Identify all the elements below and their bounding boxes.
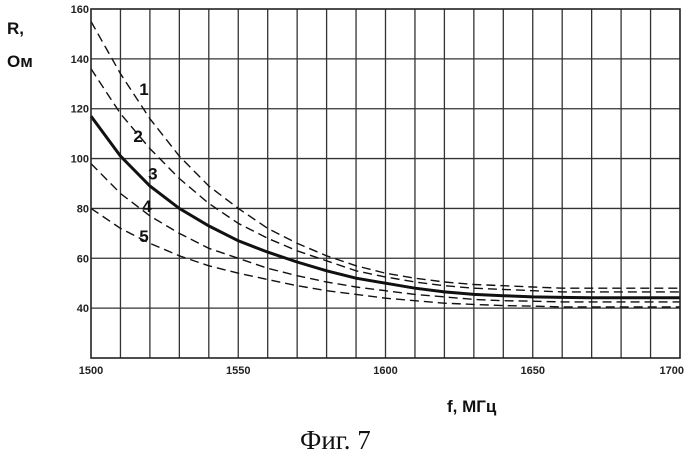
- x-tick-label: 1700: [660, 365, 684, 377]
- y-axis-title-line2: Ом: [7, 52, 33, 71]
- y-tick-label: 80: [77, 203, 89, 215]
- curve-label-1: 1: [139, 80, 148, 99]
- y-tick-label: 60: [77, 253, 89, 265]
- x-tick-label: 1500: [79, 365, 103, 377]
- curve-label-3: 3: [148, 165, 157, 184]
- y-tick-label: 120: [71, 104, 89, 116]
- y-tick-label: 140: [71, 54, 89, 66]
- y-tick-label: 40: [77, 303, 89, 315]
- y-tick-label: 160: [71, 4, 89, 16]
- x-axis-title: f, МГц: [447, 397, 497, 416]
- y-tick-labels: 40 60 80 100 120 140 160: [71, 4, 89, 315]
- x-tick-labels: 1500 1550 1600 1650 1700: [79, 365, 684, 377]
- y-axis-title-line1: R,: [7, 19, 24, 38]
- y-tick-label: 100: [71, 154, 89, 166]
- curve-label-4: 4: [142, 197, 152, 216]
- x-tick-label: 1600: [373, 365, 397, 377]
- figure-caption: Фиг. 7: [300, 425, 371, 455]
- curve-label-2: 2: [133, 127, 142, 146]
- x-tick-label: 1650: [521, 365, 545, 377]
- curve-label-5: 5: [139, 227, 148, 246]
- x-tick-label: 1550: [226, 365, 250, 377]
